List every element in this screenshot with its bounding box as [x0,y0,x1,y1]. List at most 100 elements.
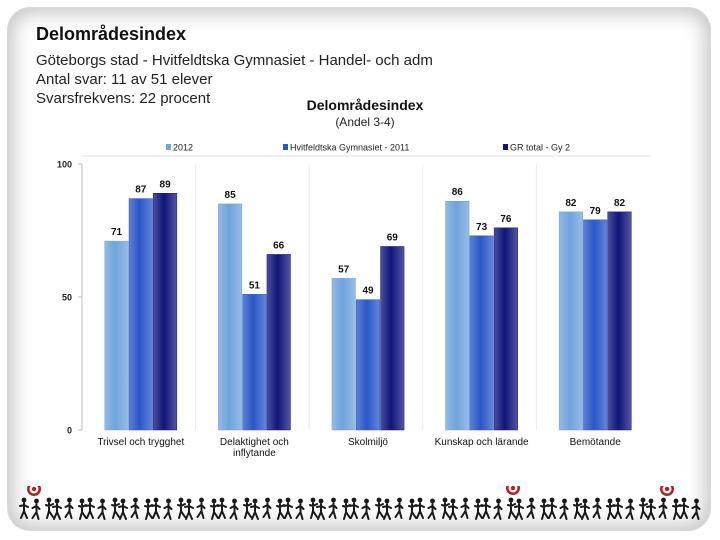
data-label: 87 [135,185,147,196]
bar-2-1 [356,299,380,431]
person-silhouette [85,497,95,519]
footer-people-decoration [19,486,701,520]
school-line: Göteborgs stad - Hvitfeldtska Gymnasiet … [36,52,433,69]
person-silhouette [691,498,701,520]
person-silhouette [448,498,458,520]
person-silhouette [31,498,41,520]
person-silhouette [262,497,272,519]
person-silhouette [144,498,153,520]
person-silhouette [45,497,54,519]
target-marker [506,486,520,495]
person-silhouette [309,497,318,519]
person-silhouette [375,497,384,519]
person-silhouette [625,498,635,520]
person-silhouette [679,497,689,519]
person-silhouette [408,498,417,520]
person-silhouette [481,497,491,519]
bar-1-1 [242,294,267,431]
bar-3-1 [469,235,494,431]
bar-0-2 [153,193,178,431]
data-label: 51 [249,280,261,291]
person-silhouette [283,497,293,519]
person-silhouette [243,497,252,519]
bar-0-1 [128,198,153,431]
person-silhouette [606,498,615,520]
legend-label-1: Hvitfeldtska Gymnasiet - 2011 [290,143,409,153]
person-silhouette [97,498,107,520]
x-tick-label: Kunskap och lärande [435,437,529,448]
person-silhouette [196,497,206,519]
bar-4-2 [607,211,632,431]
legend-swatch-2 [503,144,508,150]
person-silhouette [295,498,305,520]
data-label: 57 [338,264,350,275]
person-silhouette [427,498,437,520]
chart-title: Delområdesindex [307,97,424,113]
data-label: 76 [500,214,512,225]
person-silhouette [118,498,128,520]
person-silhouette [474,498,483,520]
response-rate-line: Svarsfrekvens: 22 procent [36,90,211,107]
data-label: 73 [476,222,488,233]
person-silhouette [460,497,470,519]
person-silhouette [177,497,186,519]
person-silhouette [111,497,120,519]
person-silhouette [613,497,623,519]
bar-4-1 [583,219,608,431]
y-tick-label: 0 [67,426,72,436]
data-label: 86 [452,187,464,198]
data-label: 79 [590,206,602,217]
person-silhouette [415,497,425,519]
person-silhouette [276,498,285,520]
slide-title: Delområdesindex [36,24,187,44]
target-marker [660,486,674,496]
person-silhouette [217,497,227,519]
person-silhouette [658,497,668,519]
legend-swatch-0 [166,144,171,150]
x-tick-label: Trivsel och trygghet [97,437,184,448]
bar-3-2 [493,227,518,431]
chart-subtitle: (Andel 3-4) [335,115,394,129]
person-silhouette [64,497,74,519]
data-label: 85 [225,190,237,201]
person-silhouette [559,498,569,520]
data-label: 82 [565,198,577,209]
data-label: 89 [160,179,172,190]
person-silhouette [342,498,351,520]
person-silhouette [547,497,557,519]
person-silhouette [52,498,62,520]
bar-4-0 [558,211,583,431]
legend-label-2: GR total - Gy 2 [510,143,570,153]
slide-header: Delområdesindex Göteborgs stad - Hvitfel… [36,24,433,108]
person-silhouette [361,498,371,520]
person-silhouette [514,498,524,520]
bar-2-2 [380,246,405,431]
y-tick-label: 100 [57,160,72,170]
y-tick-label: 50 [62,293,72,303]
person-silhouette [540,498,549,520]
x-tick-label: Bemötande [570,437,622,448]
person-silhouette [349,497,359,519]
bar-3-0 [445,200,470,431]
person-silhouette [19,497,29,519]
person-silhouette [78,498,87,520]
person-silhouette [493,498,503,520]
x-tick-label: Delaktighet och [220,437,289,448]
data-label: 69 [387,232,399,243]
person-silhouette [592,497,602,519]
person-silhouette [441,497,450,519]
person-silhouette [130,497,140,519]
data-label: 49 [362,286,374,297]
person-silhouette [672,498,681,520]
x-tick-label: inflytande [233,448,276,459]
target-marker [27,486,41,496]
person-silhouette [316,498,326,520]
person-silhouette [394,497,404,519]
person-silhouette [526,497,536,519]
person-silhouette [184,498,194,520]
person-silhouette [229,498,239,520]
data-label: 71 [111,227,123,238]
person-silhouette [580,498,590,520]
